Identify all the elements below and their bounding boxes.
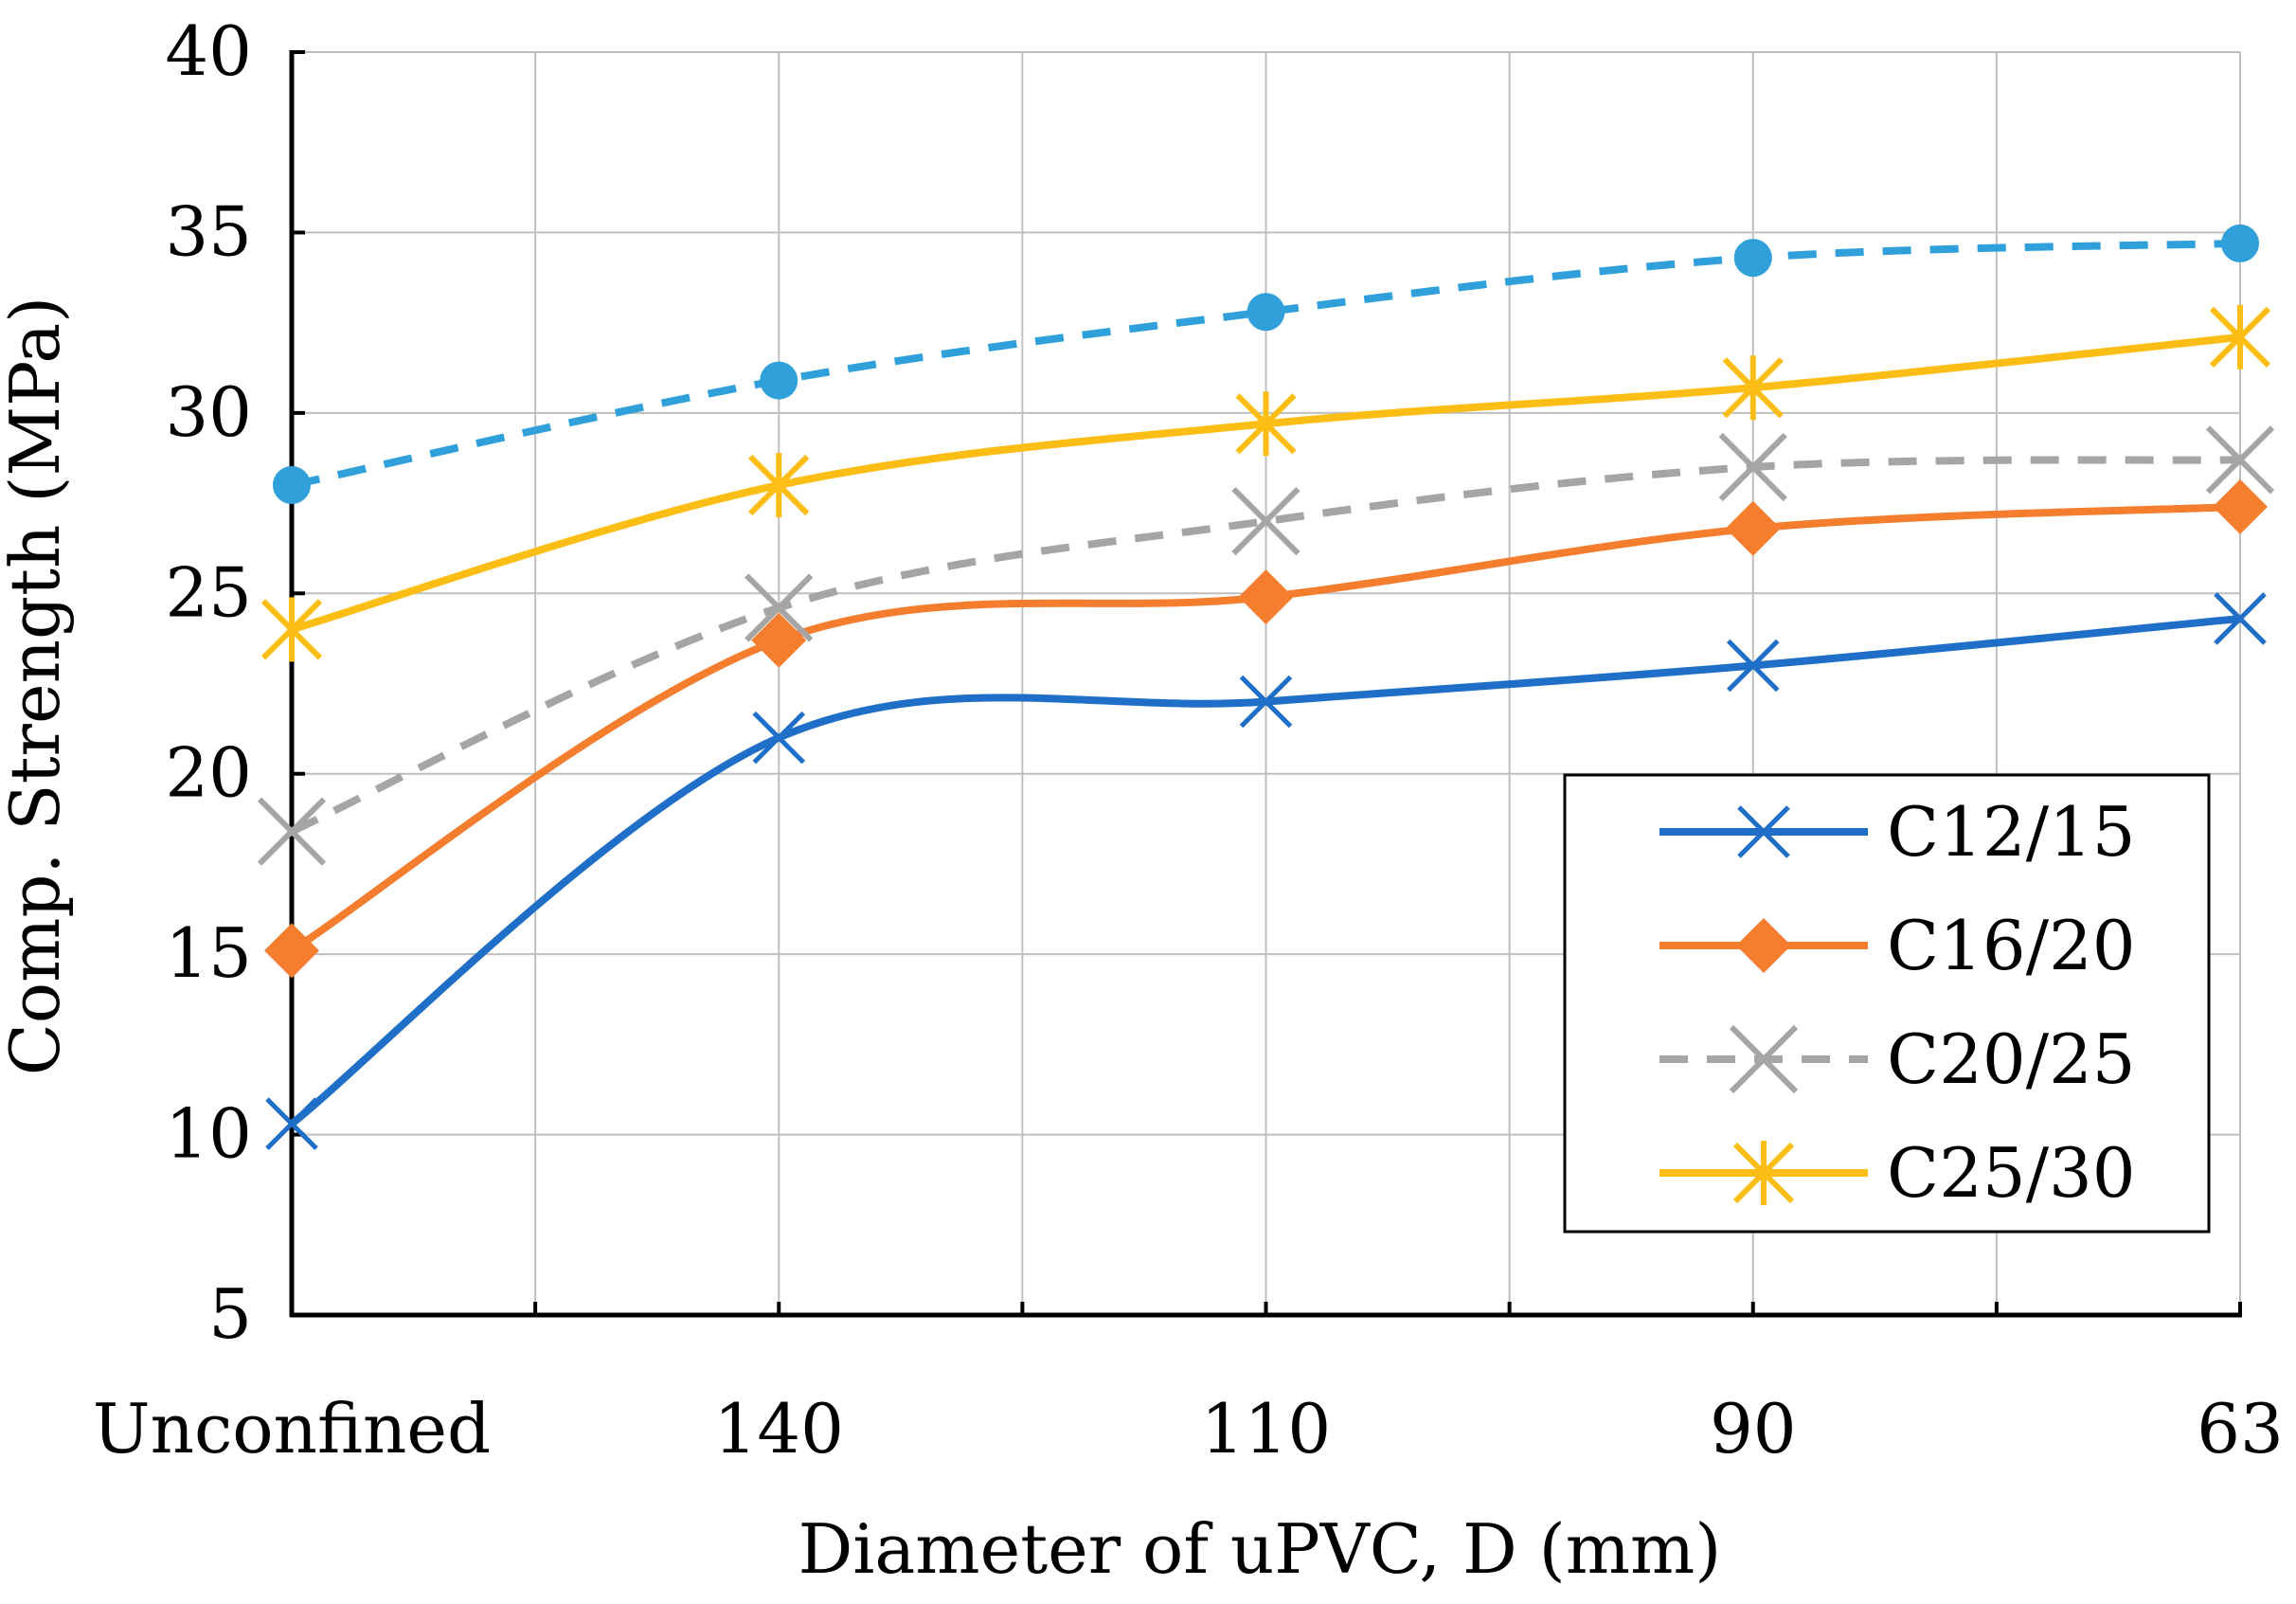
data-point xyxy=(2221,224,2259,262)
series-C12-15 xyxy=(265,592,2267,1150)
legend-label: C20/25 xyxy=(1887,1019,2136,1099)
marker-stroke xyxy=(265,1097,318,1150)
data-point xyxy=(2213,478,2268,534)
y-tick-label: 5 xyxy=(208,1274,252,1354)
series-C25-30 xyxy=(260,304,2271,662)
data-point xyxy=(1725,500,1781,556)
x-tick-label: 140 xyxy=(714,1389,844,1469)
data-point xyxy=(1235,391,1297,457)
data-point xyxy=(1247,293,1285,332)
marker-diamond xyxy=(1725,500,1781,556)
marker-diamond xyxy=(1238,569,1294,625)
y-tick-label: 10 xyxy=(165,1094,252,1174)
x-tick-label: 90 xyxy=(1710,1389,1797,1469)
legend-item: C12/15 xyxy=(1659,792,2136,872)
data-point xyxy=(265,1097,318,1150)
legend-swatch-marker xyxy=(1736,918,1791,973)
data-point xyxy=(273,466,311,505)
data-point xyxy=(744,573,814,642)
marker-stroke xyxy=(1718,432,1787,502)
marker-diamond xyxy=(751,612,807,668)
y-axis-title: Comp. Strength (MPa) xyxy=(0,297,75,1076)
series-C20-25 xyxy=(257,425,2275,866)
marker-stroke xyxy=(257,797,327,866)
y-tick-label: 15 xyxy=(165,913,252,993)
marker-stroke xyxy=(1726,639,1780,693)
x-tick-label: 110 xyxy=(1201,1389,1331,1469)
data-point xyxy=(1726,639,1780,693)
legend-item: C16/20 xyxy=(1659,906,2136,985)
data-point xyxy=(2214,592,2267,645)
marker-stroke xyxy=(2205,425,2275,495)
legend-swatch-marker xyxy=(1732,1141,1795,1205)
data-point xyxy=(260,597,323,662)
legend-label: C16/20 xyxy=(1887,906,2136,985)
data-point xyxy=(1231,486,1300,556)
marker-stroke xyxy=(1231,486,1300,556)
legend: C12/15 C16/20 C20/25 C25/30 xyxy=(1563,773,2211,1234)
data-point xyxy=(752,711,806,765)
legend-label: C12/15 xyxy=(1887,792,2136,872)
data-point xyxy=(1238,569,1294,625)
data-point xyxy=(2209,304,2271,369)
data-point xyxy=(1722,355,1784,421)
marker-diamond xyxy=(1736,918,1791,973)
marker-diamond xyxy=(2213,478,2268,534)
y-tick-label: 40 xyxy=(165,11,252,91)
marker-circle xyxy=(760,361,798,400)
marker-stroke xyxy=(1737,805,1790,858)
y-tick-label: 30 xyxy=(165,372,252,452)
data-point xyxy=(1733,239,1772,278)
marker-stroke xyxy=(1239,675,1293,729)
marker-circle xyxy=(273,466,311,505)
series-line xyxy=(289,614,2241,1127)
marker-circle xyxy=(1733,239,1772,278)
data-point xyxy=(2205,425,2275,495)
x-tick-label: Unconfined xyxy=(93,1389,491,1469)
marker-circle xyxy=(2221,224,2259,262)
legend-label: C25/30 xyxy=(1887,1133,2136,1213)
legend-item: C20/25 xyxy=(1659,1019,2136,1099)
data-point xyxy=(760,361,798,400)
legend-item: C25/30 xyxy=(1659,1133,2136,1213)
data-point xyxy=(257,797,327,866)
data-point xyxy=(1718,432,1787,502)
marker-stroke xyxy=(744,573,814,642)
legend-swatch-marker xyxy=(1729,1024,1799,1094)
data-point xyxy=(1239,675,1293,729)
y-tick-label: 20 xyxy=(165,733,252,813)
data-point xyxy=(751,612,807,668)
marker-circle xyxy=(1247,293,1285,332)
series-unlabeled xyxy=(273,224,2259,505)
marker-diamond xyxy=(264,923,319,979)
y-tick-label: 25 xyxy=(165,552,252,632)
legend-swatch-marker xyxy=(1737,805,1790,858)
marker-stroke xyxy=(752,711,806,765)
y-tick-label: 35 xyxy=(165,191,252,271)
marker-stroke xyxy=(2214,592,2267,645)
data-point xyxy=(748,453,810,518)
series-line xyxy=(290,456,2241,836)
x-tick-label: 63 xyxy=(2197,1389,2284,1469)
axes: 5 10 15 20 25 30 35 40 Unconfined 140 110 90 63 xyxy=(93,11,2284,1469)
legend-box xyxy=(1563,773,2211,1234)
marker-stroke xyxy=(1729,1024,1799,1094)
series-C16-20 xyxy=(264,478,2268,979)
x-axis-title: Diameter of uPVC, D (mm) xyxy=(798,1509,1722,1589)
series-layer xyxy=(257,224,2275,1150)
data-point xyxy=(264,923,319,979)
